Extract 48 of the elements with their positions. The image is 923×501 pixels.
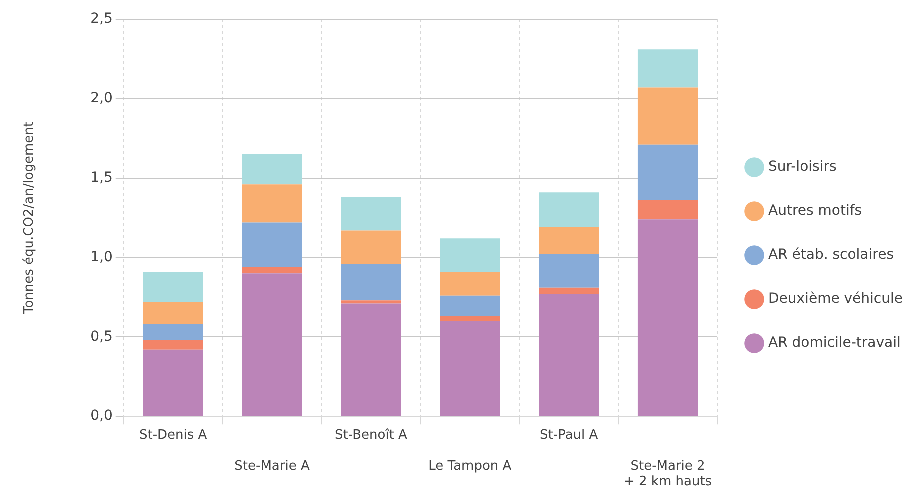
bar (539, 294, 600, 416)
y-tick-label: 2,5 (90, 11, 113, 28)
bar (440, 316, 500, 322)
bar (341, 300, 402, 304)
bar (638, 50, 698, 88)
bar (242, 274, 302, 416)
bar (143, 272, 204, 302)
bar (539, 228, 600, 255)
bar (341, 304, 402, 416)
bar (143, 350, 204, 416)
bar (539, 288, 600, 294)
bar (341, 197, 402, 231)
x-tick-label: St-Denis A (139, 428, 208, 443)
y-tick-label: 1,0 (90, 249, 113, 266)
bar (638, 144, 698, 201)
legend-label: Autres motifs (768, 203, 862, 220)
bar (143, 324, 204, 340)
bar (143, 302, 204, 324)
bar (242, 222, 302, 268)
bar (539, 192, 600, 228)
bar (638, 200, 698, 220)
y-tick-label: 0,5 (90, 328, 113, 345)
x-tick-label: St-Benoît A (335, 428, 408, 443)
legend-label: AR étab. scolaires (768, 247, 894, 264)
y-tick-label: 1,5 (90, 170, 113, 186)
bar (341, 230, 402, 264)
legend-label: Deuxième véhicule (768, 291, 904, 308)
bar (539, 254, 600, 288)
bar (341, 264, 402, 301)
bar (143, 340, 204, 350)
y-axis-title: Tonnes équ.CO2/an/logement (22, 122, 38, 316)
x-tick-label: Ste-Marie A (234, 458, 310, 474)
bar (440, 272, 500, 296)
bar (242, 267, 302, 274)
x-tick-label: Le Tampon A (428, 458, 512, 474)
bar (242, 184, 302, 223)
legend-label: Sur-loisirs (768, 159, 837, 176)
bar (440, 321, 500, 416)
y-tick-label: 2,0 (90, 90, 113, 106)
x-tick-label: St-Paul A (540, 428, 598, 443)
bar (440, 238, 500, 272)
bar (440, 296, 500, 317)
y-tick-label: 0,0 (90, 408, 113, 424)
bar (242, 154, 302, 185)
bar (638, 220, 698, 416)
bar (638, 88, 698, 145)
x-tick-label: Ste-Marie 2 + 2 km hauts (624, 458, 712, 490)
legend-label: AR domicile-travail (768, 335, 901, 352)
